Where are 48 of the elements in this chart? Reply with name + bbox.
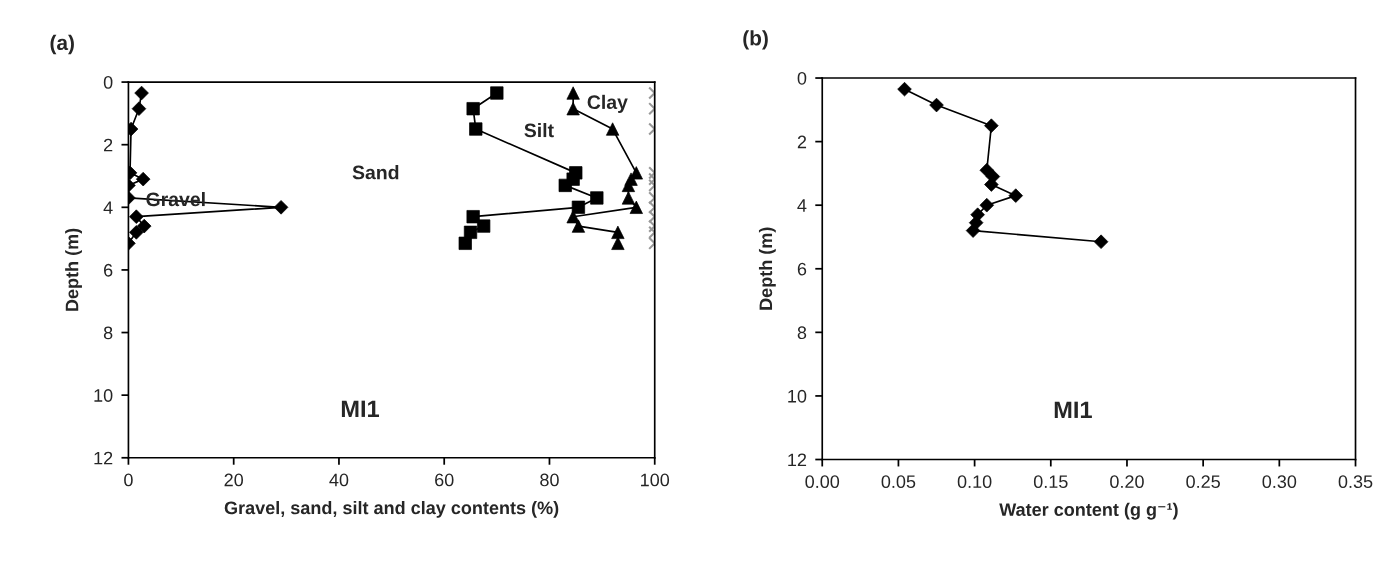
y-tick-label: 0 [797, 71, 807, 85]
x-axis-title: Gravel, sand, silt and clay contents (%) [224, 501, 559, 518]
x-tick-label: 0 [124, 473, 133, 487]
annotation: Silt [524, 122, 554, 138]
x-axis-title: Water content (g g⁻¹) [999, 502, 1178, 520]
x-tick-label: 80 [540, 473, 559, 487]
point [571, 200, 586, 214]
point [611, 236, 625, 250]
y-tick-label: 2 [797, 135, 807, 149]
point [897, 81, 912, 97]
y-tick-label: 12 [94, 451, 113, 465]
x-tick-label: 0.05 [881, 475, 916, 489]
point [131, 101, 147, 116]
annotation: Clay [587, 94, 628, 113]
annotation: Sand [352, 165, 399, 180]
x-tick-label: 0.20 [1110, 475, 1144, 489]
chart-title: (a) [50, 34, 74, 55]
y-tick-label: 8 [797, 326, 807, 340]
y-tick-label: 2 [104, 138, 113, 152]
point [929, 97, 944, 113]
y-tick-label: 6 [104, 263, 113, 277]
x-tick-label: 100 [641, 473, 670, 487]
y-tick-label: 4 [797, 199, 807, 212]
point [466, 102, 480, 116]
point [965, 223, 981, 238]
annotation: MI1 [341, 400, 380, 417]
y-tick-label: 10 [94, 389, 113, 402]
x-tick-label: 20 [224, 473, 244, 487]
y-axis-title: Depth (m) [758, 227, 776, 310]
x-tick-label: 0.30 [1262, 475, 1297, 489]
point [621, 178, 636, 192]
point [477, 219, 491, 233]
x-tick-label: 40 [329, 473, 349, 487]
x-tick-label: 0.10 [957, 475, 992, 489]
x-tick-label: 60 [435, 473, 454, 487]
chart-title: (b) [743, 30, 768, 50]
y-tick-label: 12 [788, 453, 807, 467]
y-tick-label: 4 [103, 201, 113, 214]
y-tick-label: 0 [103, 76, 113, 89]
y-tick-label: 6 [797, 262, 807, 276]
y-tick-label: 8 [103, 326, 113, 340]
x-tick-label: 0.35 [1338, 475, 1373, 489]
x-tick-label: 0.00 [805, 475, 840, 489]
y-tick-label: 10 [788, 389, 807, 403]
x-tick-label: 0.15 [1033, 475, 1068, 489]
x-tick-label: 0.25 [1186, 475, 1220, 489]
annotation: MI1 [1054, 401, 1092, 418]
y-axis-title: Depth (m) [65, 228, 82, 311]
